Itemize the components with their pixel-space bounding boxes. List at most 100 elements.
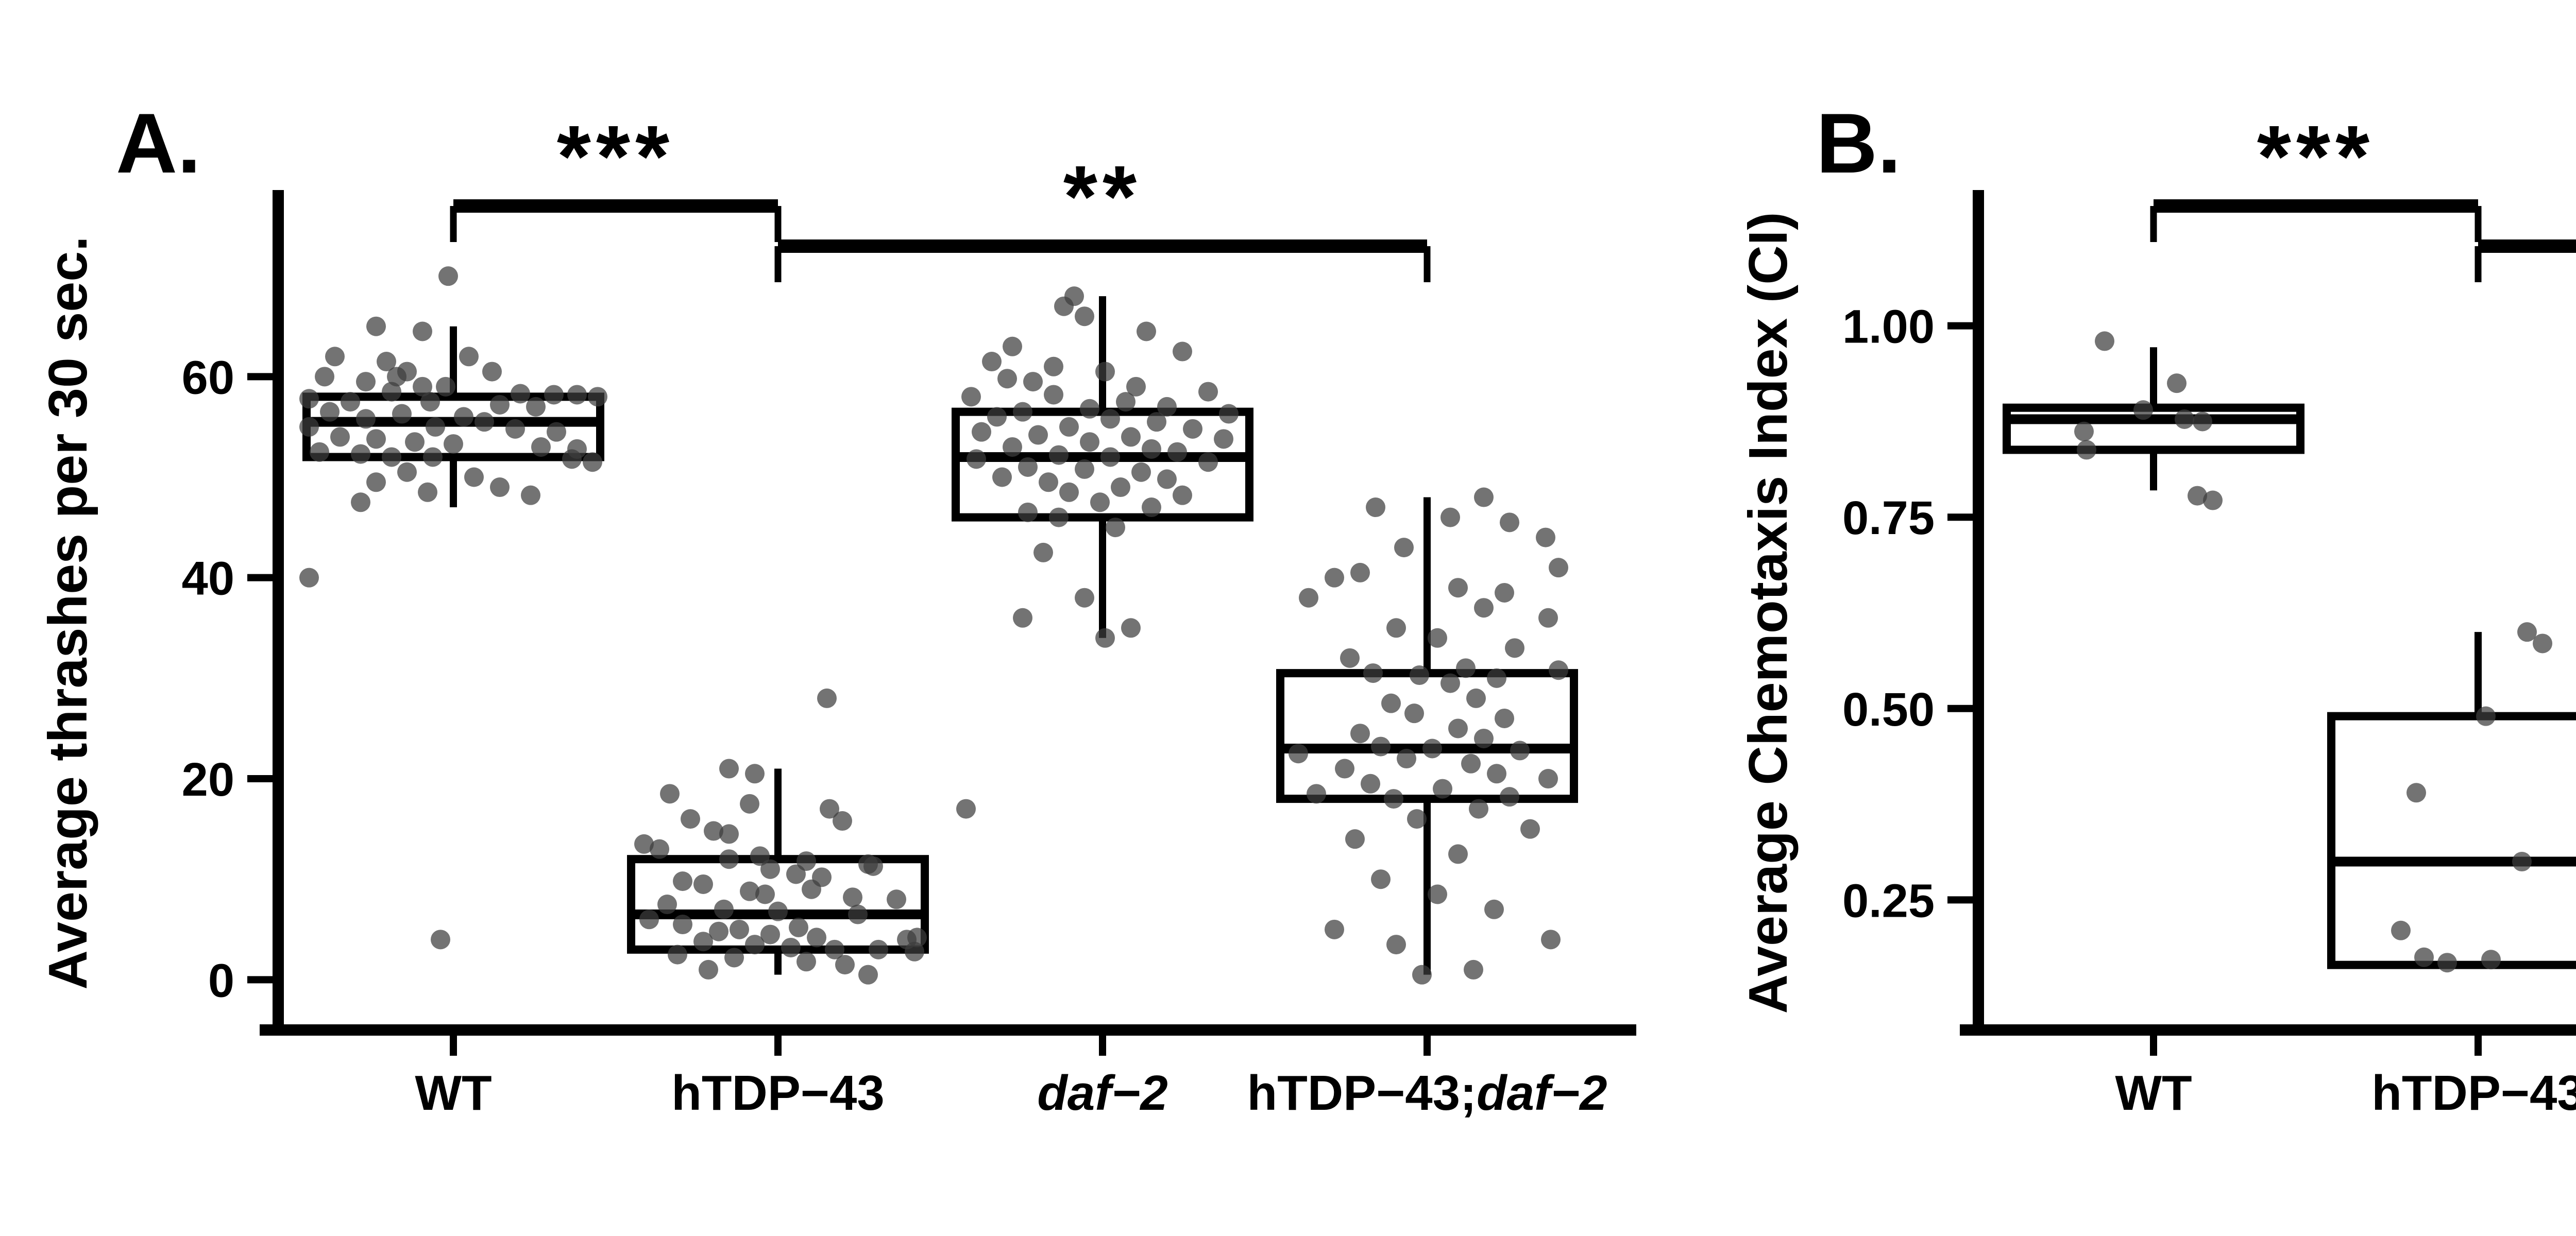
category-label: WT bbox=[2115, 1066, 2192, 1121]
jitter-point bbox=[843, 887, 862, 907]
jitter-point bbox=[1345, 829, 1365, 849]
jitter-point bbox=[1538, 769, 1558, 789]
jitter-point bbox=[1428, 628, 1447, 648]
jitter-point bbox=[2077, 440, 2096, 460]
jitter-point bbox=[1448, 718, 1468, 739]
jitter-point bbox=[987, 407, 1007, 427]
y-tick-label: 0.75 bbox=[1842, 492, 1935, 544]
jitter-point bbox=[760, 859, 780, 879]
jitter-point bbox=[1404, 703, 1424, 724]
jitter-point bbox=[796, 952, 816, 972]
jitter-point bbox=[1520, 819, 1540, 839]
jitter-point bbox=[454, 407, 473, 427]
jitter-point bbox=[967, 449, 986, 469]
jitter-point bbox=[341, 392, 360, 412]
jitter-point bbox=[418, 482, 437, 502]
jitter-point bbox=[2481, 950, 2501, 970]
jitter-point bbox=[356, 409, 376, 429]
category-label: hTDP−43 bbox=[2371, 1066, 2576, 1121]
jitter-point bbox=[820, 799, 839, 819]
jitter-point bbox=[505, 419, 525, 439]
jitter-point bbox=[521, 485, 540, 505]
jitter-point bbox=[2533, 633, 2552, 654]
jitter-point bbox=[1028, 425, 1048, 445]
jitter-point bbox=[693, 932, 713, 952]
jitter-point bbox=[1054, 296, 1074, 316]
jitter-point bbox=[681, 809, 700, 829]
jitter-point bbox=[366, 429, 386, 449]
y-tick-label: 1.00 bbox=[1842, 301, 1935, 353]
jitter-point bbox=[1059, 482, 1079, 502]
jitter-point bbox=[2203, 490, 2223, 510]
jitter-point bbox=[1167, 442, 1187, 462]
jitter-point bbox=[315, 367, 334, 387]
jitter-point bbox=[392, 404, 412, 424]
jitter-point bbox=[673, 871, 692, 891]
jitter-point bbox=[1044, 356, 1063, 376]
jitter-point bbox=[1219, 404, 1239, 424]
y-tick-label: 40 bbox=[182, 553, 234, 605]
jitter-point bbox=[1121, 427, 1141, 447]
jitter-point bbox=[482, 362, 502, 382]
jitter-point bbox=[1500, 787, 1519, 807]
jitter-point bbox=[634, 834, 654, 854]
jitter-point bbox=[905, 941, 924, 962]
y-tick-label: 0 bbox=[208, 954, 234, 1007]
jitter-point bbox=[1044, 385, 1063, 405]
jitter-point bbox=[1013, 608, 1032, 628]
jitter-point bbox=[1090, 492, 1110, 512]
jitter-point bbox=[464, 467, 484, 487]
jitter-point bbox=[1505, 638, 1524, 658]
jitter-point bbox=[1003, 336, 1022, 356]
jitter-point bbox=[377, 352, 396, 372]
jitter-point bbox=[490, 477, 510, 497]
y-tick-label: 0.50 bbox=[1842, 683, 1935, 736]
jitter-point bbox=[583, 452, 602, 472]
jitter-point bbox=[1013, 402, 1032, 422]
jitter-point bbox=[1033, 542, 1053, 562]
jitter-point bbox=[1541, 930, 1561, 950]
jitter-point bbox=[789, 917, 808, 937]
jitter-point bbox=[2074, 421, 2094, 441]
jitter-point bbox=[1214, 429, 1233, 449]
jitter-point bbox=[423, 447, 443, 467]
jitter-point bbox=[325, 347, 345, 367]
jitter-point bbox=[1384, 789, 1403, 809]
jitter-point bbox=[2476, 706, 2496, 726]
jitter-point bbox=[2512, 852, 2532, 872]
panel-b-label: B. bbox=[1816, 96, 1901, 191]
jitter-point bbox=[1461, 753, 1481, 774]
box bbox=[2327, 712, 2576, 969]
jitter-point bbox=[699, 959, 718, 980]
jitter-point bbox=[420, 392, 440, 412]
jitter-point bbox=[1495, 708, 1514, 728]
jitter-point bbox=[431, 930, 450, 950]
jitter-point bbox=[1407, 809, 1427, 829]
category-label: hTDP−43;daf−2 bbox=[1247, 1066, 1607, 1121]
jitter-point bbox=[1350, 562, 1370, 582]
jitter-point bbox=[704, 821, 723, 841]
jitter-point bbox=[1095, 628, 1115, 648]
jitter-point bbox=[387, 367, 406, 387]
jitter-point bbox=[709, 921, 728, 941]
jitter-point bbox=[1484, 899, 1504, 919]
significance-label: ** bbox=[1063, 148, 1142, 246]
jitter-point bbox=[310, 442, 329, 462]
jitter-point bbox=[2517, 622, 2537, 642]
jitter-point bbox=[1095, 362, 1115, 382]
jitter-point bbox=[1474, 728, 1494, 748]
jitter-point bbox=[299, 417, 319, 437]
jitter-point bbox=[817, 688, 837, 708]
jitter-point bbox=[1080, 432, 1099, 452]
jitter-point bbox=[1474, 598, 1494, 618]
y-tick-label: 20 bbox=[182, 753, 234, 806]
jitter-point bbox=[397, 462, 417, 482]
jitter-point bbox=[1116, 392, 1136, 412]
jitter-point bbox=[1039, 472, 1058, 492]
jitter-point bbox=[972, 422, 991, 442]
jitter-point bbox=[997, 369, 1017, 389]
jitter-point bbox=[413, 376, 432, 397]
jitter-point bbox=[366, 316, 386, 336]
jitter-point bbox=[1366, 497, 1385, 518]
jitter-point bbox=[961, 387, 981, 407]
